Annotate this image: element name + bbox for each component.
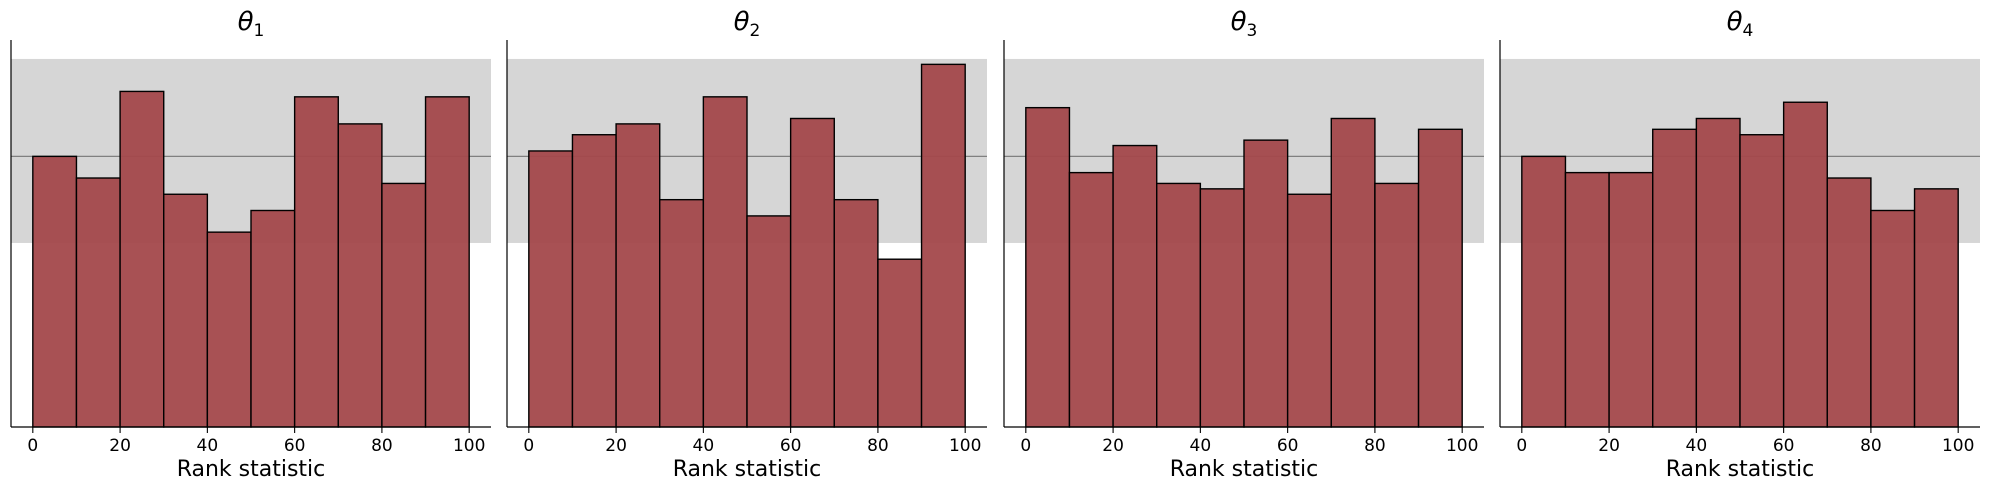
histogram-bar	[250, 209, 296, 428]
x-tick-label: 20	[109, 436, 131, 456]
x-tick-label: 40	[693, 436, 715, 456]
x-tick-label: 20	[1598, 436, 1620, 456]
histogram-bar	[1112, 144, 1158, 428]
histogram-bar	[615, 123, 661, 428]
x-tick-label: 60	[780, 436, 802, 456]
x-tick-label: 0	[27, 436, 38, 456]
panel-3: 0 20 40 60 80 100 Rank statistic θ3	[1003, 7, 1484, 482]
histogram-bar	[1782, 101, 1828, 428]
x-tick-label: 0	[1020, 436, 1031, 456]
histogram-bar	[1243, 139, 1289, 428]
histogram-bar	[833, 198, 879, 428]
x-axis-label: Rank statistic	[1170, 457, 1319, 482]
histogram-bar	[163, 193, 209, 428]
x-tick-label: 80	[1364, 436, 1386, 456]
panel-1: 0 20 40 60 80 100 Rank statistic θ1	[10, 7, 491, 482]
x-tick-label: 100	[1942, 436, 1974, 456]
x-tick-label: 40	[1190, 436, 1212, 456]
x-tick-label: 20	[605, 436, 627, 456]
histogram-bar	[746, 215, 792, 428]
histogram-bar	[1652, 128, 1698, 428]
x-tick-label: 100	[949, 436, 981, 456]
x-tick-label: 60	[284, 436, 306, 456]
histogram-bar	[1199, 188, 1245, 428]
histogram-bar	[1608, 171, 1654, 428]
histogram-bar	[424, 96, 470, 428]
panel-title: θ4	[1727, 7, 1754, 41]
x-tick-label: 60	[1277, 436, 1299, 456]
x-tick-label: 60	[1773, 436, 1795, 456]
histogram-bar	[1374, 182, 1420, 428]
histogram-bar	[1521, 155, 1567, 428]
histogram-bar	[1564, 171, 1610, 428]
x-axis-label: Rank statistic	[673, 457, 822, 482]
histogram-bar	[1870, 209, 1916, 428]
panel-title: θ3	[1231, 7, 1258, 41]
x-tick-label: 40	[1686, 436, 1708, 456]
histogram-bar	[206, 231, 252, 428]
x-tick-label: 80	[867, 436, 889, 456]
x-tick-label: 20	[1102, 436, 1124, 456]
histogram-bar	[1025, 106, 1071, 428]
x-tick-label: 40	[197, 436, 219, 456]
histogram-bar	[1286, 193, 1332, 428]
histogram-bar	[119, 90, 165, 428]
x-tick-label: 0	[1516, 436, 1527, 456]
panel-2: 0 20 40 60 80 100 Rank statistic θ2	[506, 7, 987, 482]
histogram-bar	[1695, 117, 1741, 428]
histogram-bar	[1739, 134, 1785, 428]
histogram-bar	[789, 117, 835, 428]
x-tick-label: 80	[1860, 436, 1882, 456]
histogram-bar	[920, 63, 966, 428]
panel-title: θ2	[734, 7, 761, 41]
x-tick-label: 100	[1446, 436, 1478, 456]
histogram-bar	[659, 198, 705, 428]
x-tick-label: 80	[371, 436, 393, 456]
histogram-bar	[337, 123, 383, 428]
histogram-bar	[32, 155, 78, 428]
x-axis-label: Rank statistic	[1666, 457, 1815, 482]
histogram-bar	[702, 96, 748, 428]
x-axis-label: Rank statistic	[177, 457, 326, 482]
histogram-bar	[571, 134, 617, 428]
histogram-bar	[1068, 171, 1114, 428]
histogram-bar	[1156, 182, 1202, 428]
panel-4: 0 20 40 60 80 100 Rank statistic θ4	[1499, 7, 1980, 482]
panel-title: θ1	[238, 7, 265, 41]
x-tick-label: 0	[523, 436, 534, 456]
histogram-bar	[1417, 128, 1463, 428]
histogram-bar	[293, 96, 339, 428]
histogram-bar	[528, 150, 574, 428]
x-tick-label: 100	[453, 436, 485, 456]
histogram-bar	[877, 258, 923, 428]
histogram-bar	[75, 177, 121, 428]
histogram-bar	[381, 182, 427, 428]
histogram-bar	[1330, 117, 1376, 428]
histogram-bar	[1913, 188, 1959, 428]
histogram-bar	[1826, 177, 1872, 428]
